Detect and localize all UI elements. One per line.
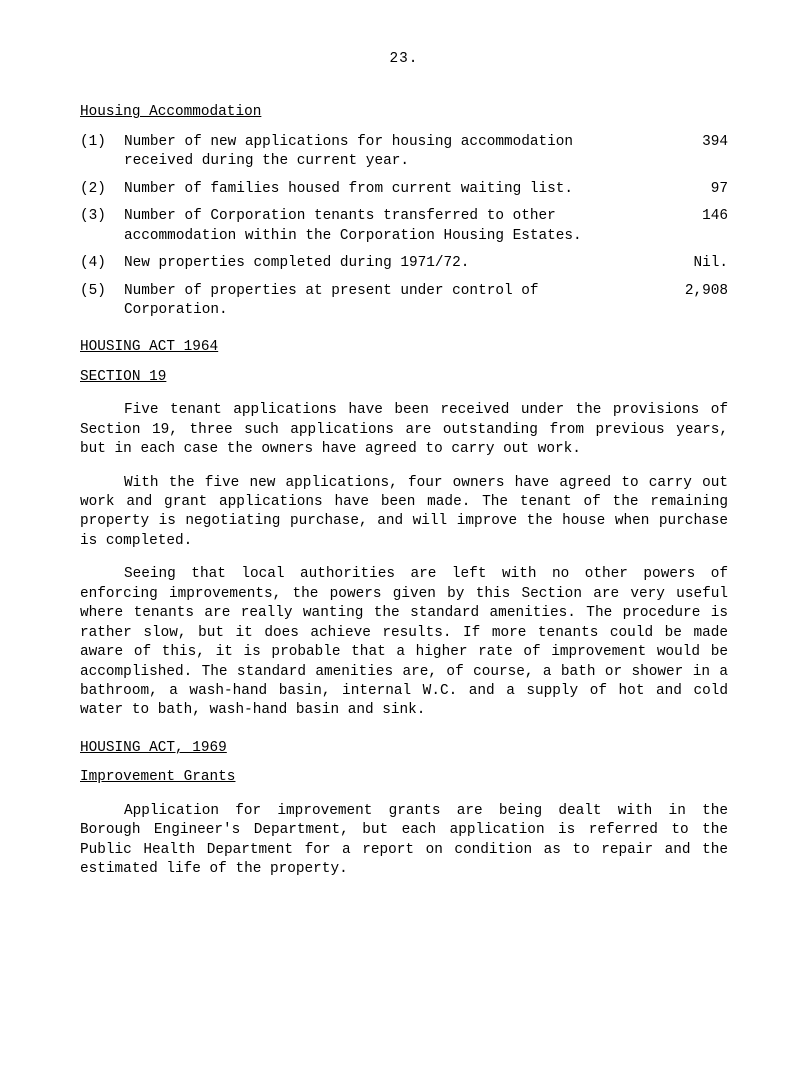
heading-housing-accommodation: Housing Accommodation [80,103,728,122]
item-value: Nil. [658,254,728,273]
item-number: (4) [80,254,124,273]
item-number: (1) [80,133,124,152]
item-text: Number of families housed from current w… [124,180,658,199]
paragraph: With the five new applications, four own… [80,474,728,552]
item-text: Number of properties at present under co… [124,282,658,321]
heading-improvement-grants: Improvement Grants [80,768,728,787]
item-value: 146 [658,207,728,226]
item-number: (3) [80,207,124,226]
item-value: 2,908 [658,282,728,301]
item-text: Number of new applications for housing a… [124,133,658,172]
item-value: 394 [658,133,728,152]
list-item: (3) Number of Corporation tenants transf… [80,207,728,246]
list-item: (2) Number of families housed from curre… [80,180,728,199]
document-page: 23. Housing Accommodation (1) Number of … [0,0,800,1092]
list-item: (1) Number of new applications for housi… [80,133,728,172]
page-number: 23. [80,50,728,69]
item-value: 97 [658,180,728,199]
item-number: (5) [80,282,124,301]
item-number: (2) [80,180,124,199]
paragraph: Seeing that local authorities are left w… [80,565,728,721]
paragraph: Application for improvement grants are b… [80,802,728,880]
paragraph: Five tenant applications have been recei… [80,401,728,459]
item-text: Number of Corporation tenants transferre… [124,207,658,246]
item-text: New properties completed during 1971/72. [124,254,658,273]
list-item: (4) New properties completed during 1971… [80,254,728,273]
heading-housing-act-1964: HOUSING ACT 1964 [80,338,728,357]
heading-section-19: SECTION 19 [80,368,728,387]
heading-housing-act-1969: HOUSING ACT, 1969 [80,739,728,758]
list-item: (5) Number of properties at present unde… [80,282,728,321]
